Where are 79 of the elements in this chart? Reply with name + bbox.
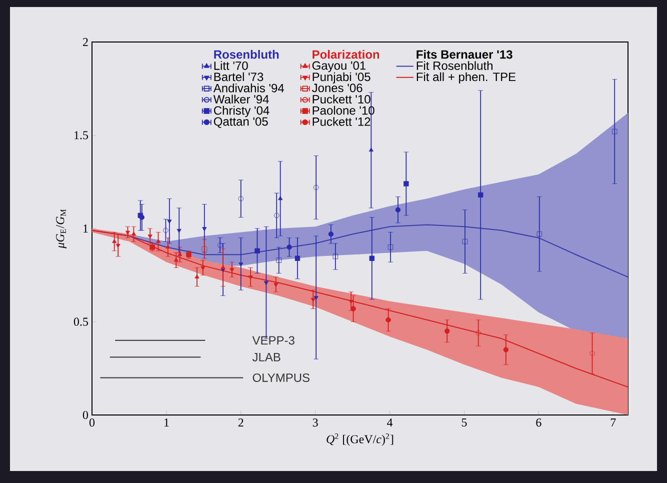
- point: [404, 181, 409, 186]
- point: [202, 227, 207, 232]
- point: [116, 244, 120, 248]
- legend-label: Walker '94: [213, 94, 269, 104]
- point: [264, 281, 268, 286]
- point: [503, 347, 509, 352]
- point: [388, 244, 394, 250]
- legend-label: Gayou '01: [312, 61, 366, 72]
- annotation: Fits Bernauer '13: [416, 50, 512, 59]
- annotation: Polarization: [312, 50, 380, 59]
- point: [395, 207, 401, 212]
- legend-label: Bartel '73: [214, 72, 264, 82]
- point: [125, 230, 130, 235]
- point: [174, 258, 178, 262]
- legend-label: Fit Rosenbluth: [416, 61, 492, 70]
- point: [332, 254, 338, 260]
- point: [176, 228, 182, 233]
- point: [194, 274, 200, 278]
- point: [328, 231, 334, 237]
- point: [276, 258, 282, 263]
- legend-label: Puckett '12: [312, 117, 370, 126]
- point: [478, 192, 484, 198]
- point: [148, 234, 152, 239]
- point: [444, 328, 450, 334]
- y-tick-label: 0.5: [74, 318, 88, 326]
- point: [350, 306, 356, 312]
- point: [612, 128, 618, 134]
- x-tick-label: 6: [536, 418, 542, 427]
- point: [238, 262, 244, 267]
- point: [313, 184, 319, 190]
- point: [286, 244, 292, 250]
- point: [294, 256, 300, 261]
- point: [167, 220, 172, 224]
- point: [536, 231, 542, 237]
- point: [254, 248, 260, 254]
- legend-label: Fit all + phen. TPE: [416, 72, 516, 84]
- legend-label: Puckett '10: [312, 94, 370, 104]
- annotation: Rosenbluth: [214, 50, 279, 59]
- point: [200, 266, 206, 270]
- point: [131, 231, 136, 236]
- legend-label: Qattan '05: [214, 117, 268, 128]
- x-axis-title: Q$^{2}$ [(GeV/c)$^{2}$]: [326, 433, 394, 446]
- point: [156, 238, 161, 243]
- x-tick-label: 7: [610, 418, 616, 426]
- point: [368, 148, 374, 152]
- point: [310, 298, 316, 302]
- series-label: OLYMPUS: [252, 373, 310, 382]
- point: [163, 228, 168, 233]
- legend-label: Jones '06: [312, 84, 362, 92]
- x-tick-label: 2: [238, 418, 244, 426]
- y-tick-label: 1: [84, 224, 88, 232]
- legend-label: Punjabi '05: [312, 72, 370, 84]
- point: [314, 296, 318, 300]
- text: VEPP-3: [252, 336, 294, 345]
- point: [230, 268, 234, 272]
- x-tick-label: 1: [164, 418, 169, 426]
- y-tick-label: 2: [83, 38, 88, 46]
- y-tick-label: 0: [82, 410, 88, 420]
- legend-label: Christy '04: [214, 106, 270, 118]
- x-tick-label: 5: [462, 418, 467, 426]
- point: [278, 196, 283, 200]
- point: [178, 252, 182, 256]
- point: [462, 238, 468, 244]
- legend-label: Andivahis '94: [213, 84, 284, 92]
- point: [369, 256, 375, 261]
- point: [248, 276, 253, 280]
- point: [386, 317, 391, 322]
- y-axis-title: μG$_{E}$/G$_{M}$: [56, 209, 67, 248]
- point: [348, 300, 354, 304]
- text: JLAB: [252, 353, 280, 362]
- y-tick-label: 1.5: [74, 131, 88, 140]
- point: [238, 196, 244, 202]
- x-tick-label: 3: [312, 418, 318, 427]
- x-tick-label: 0: [89, 418, 95, 427]
- point: [112, 238, 117, 243]
- point: [220, 265, 226, 270]
- x-tick-label: 4: [387, 418, 393, 426]
- legend-label: Litt '70: [214, 61, 248, 70]
- point: [274, 283, 278, 288]
